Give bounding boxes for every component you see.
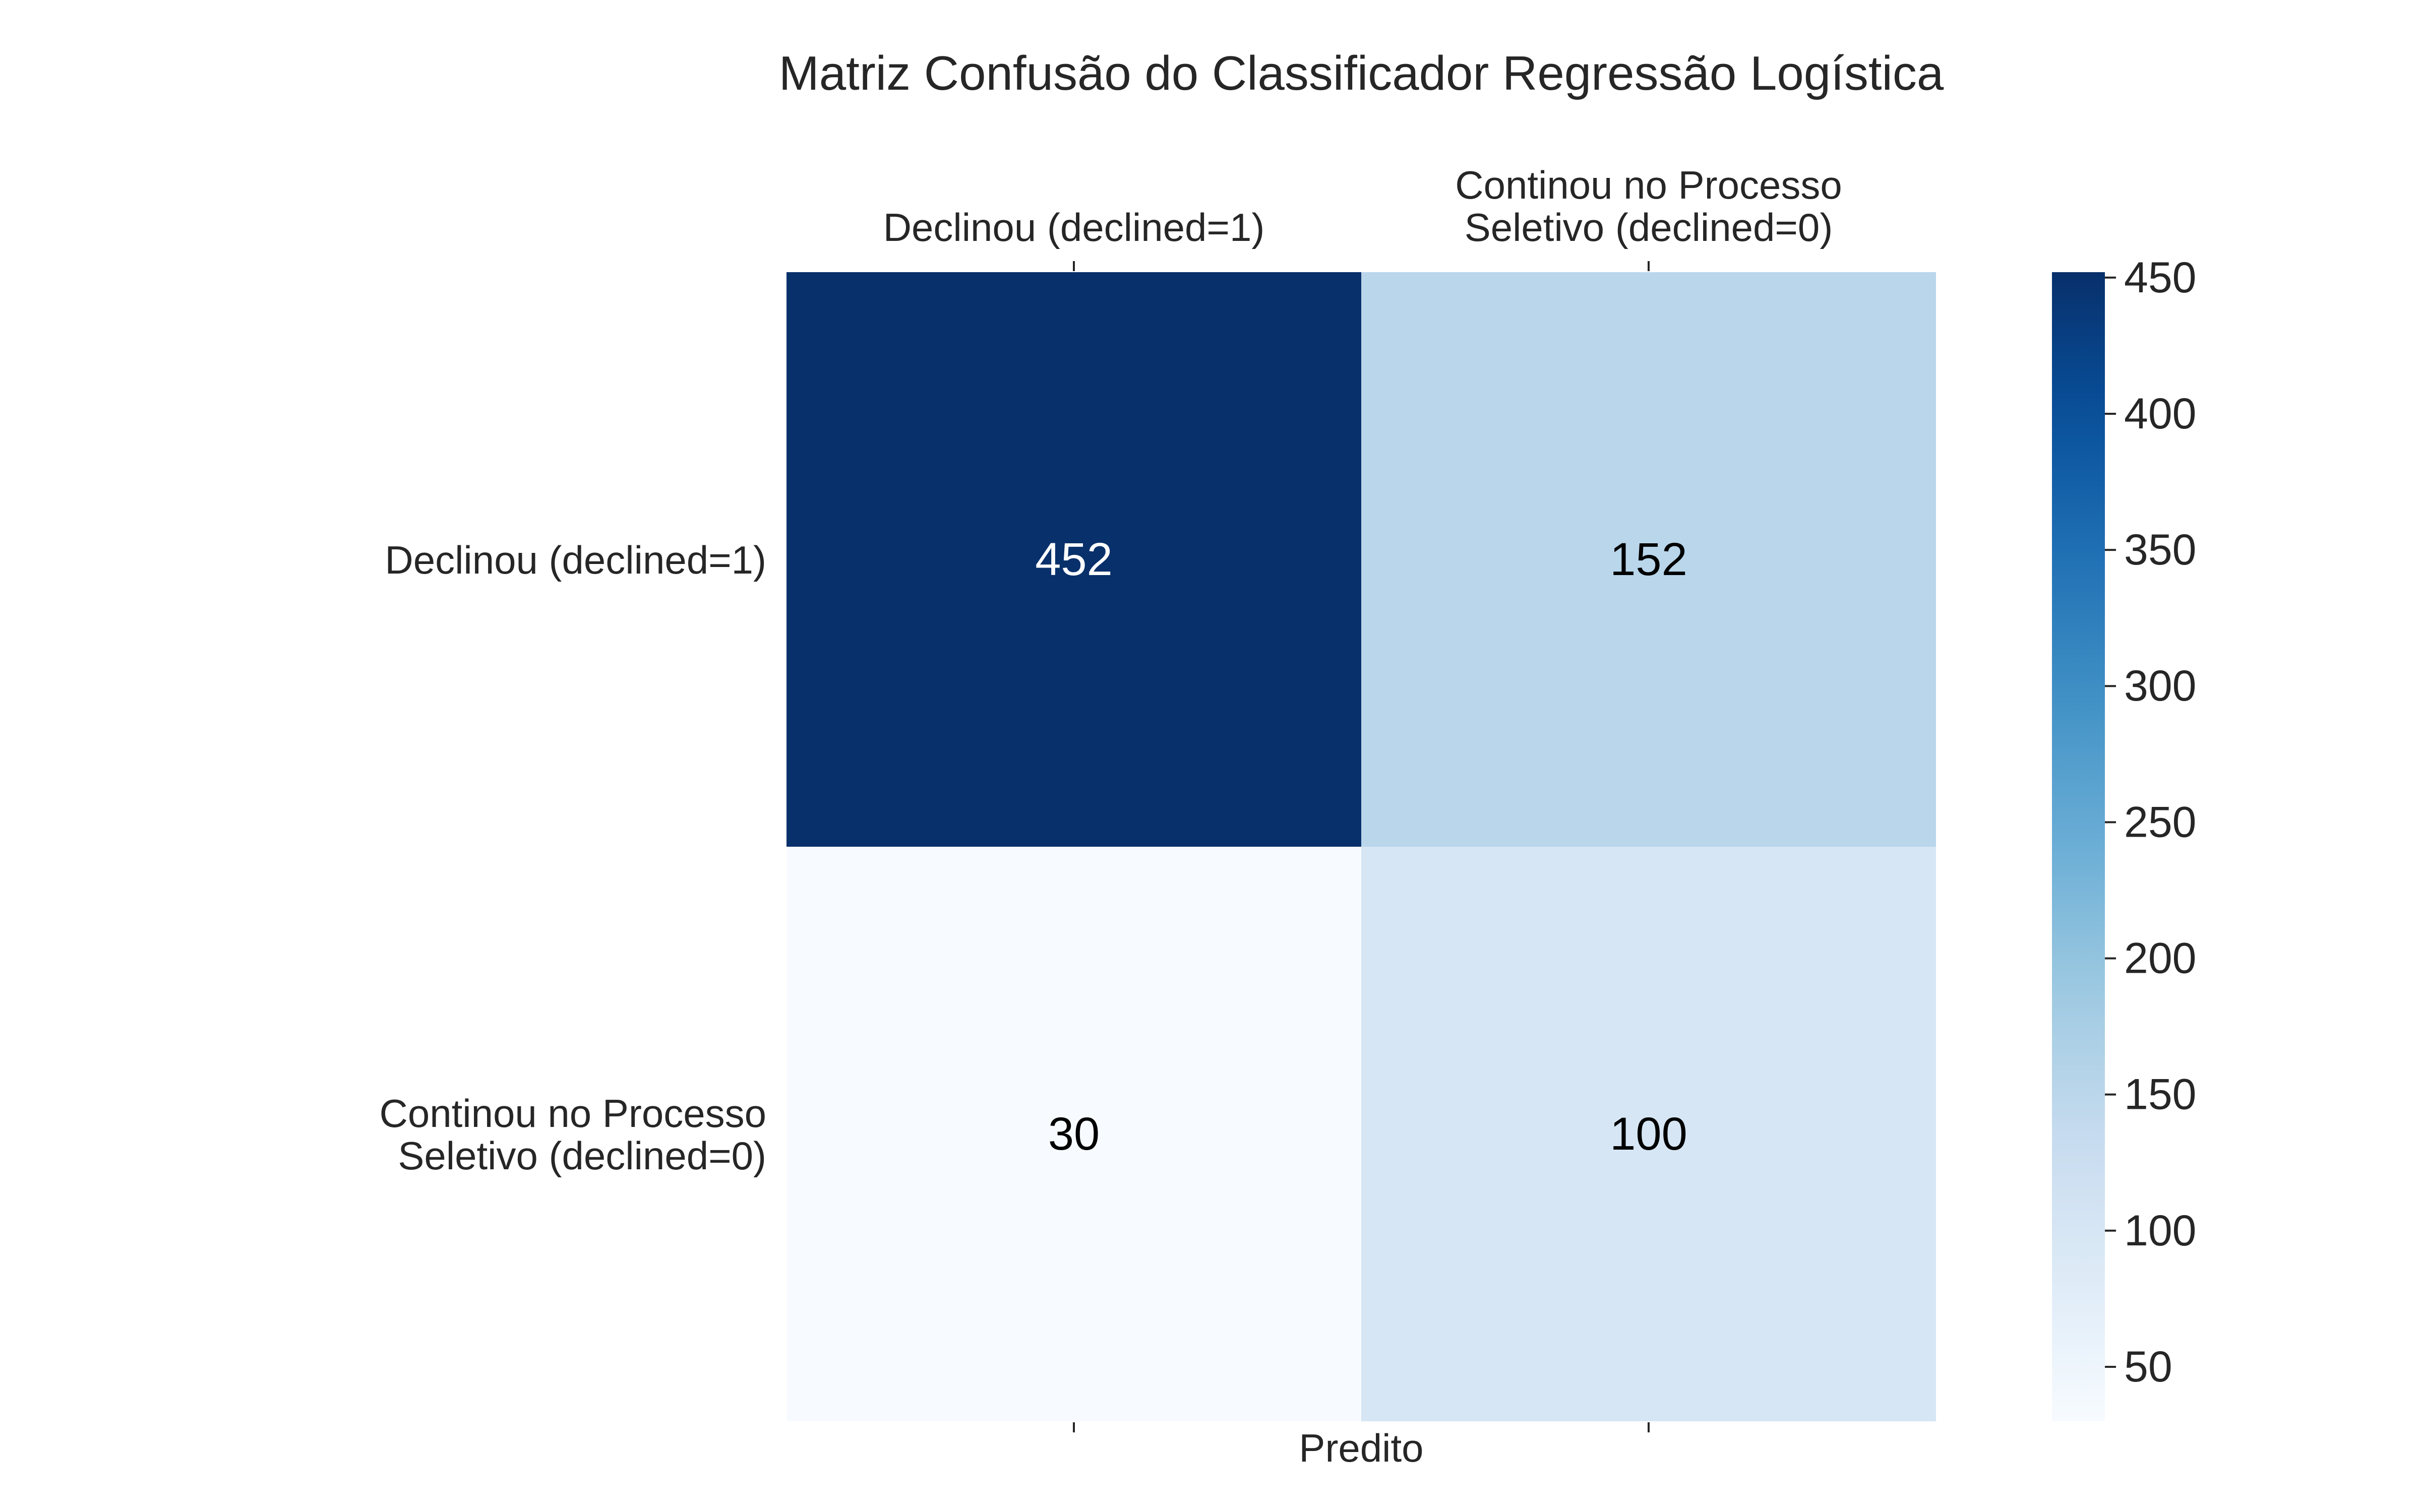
x-axis-ticks: Declinou (declined=1) Continou no Process… <box>883 163 1842 1432</box>
x-axis-label: Predito <box>1299 1426 1423 1470</box>
colorbar-tick-label-2: 150 <box>2124 1070 2197 1119</box>
heatmap-cells <box>786 272 1936 1421</box>
colorbar-tick-label-1: 100 <box>2124 1207 2197 1255</box>
colorbar-tick-label-7: 400 <box>2124 390 2197 438</box>
heatmap-cell-r0-c1 <box>1361 272 1936 847</box>
chart-title: Matriz Confusão do Classificador Regress… <box>779 46 1944 100</box>
colorbar-tick-label-0: 50 <box>2124 1343 2172 1391</box>
cell-value-labels: 452 152 30 100 <box>1035 534 1687 1160</box>
cell-value-label-r0-c1: 152 <box>1610 534 1687 585</box>
colorbar-tick-label-8: 450 <box>2124 254 2197 302</box>
cell-value-label-r1-c0: 30 <box>1048 1108 1100 1160</box>
y-tick-label-0: Declinou (declined=1) <box>385 538 766 582</box>
colorbar: 50 100 150 200 250 300 350 400 450 <box>2052 254 2197 1421</box>
cell-value-label-r1-c1: 100 <box>1610 1108 1687 1160</box>
heatmap-cell-r1-c1 <box>1361 847 1936 1421</box>
colorbar-tick-label-3: 200 <box>2124 934 2197 983</box>
colorbar-tick-label-4: 250 <box>2124 798 2197 846</box>
heatmap-cell-r0-c0 <box>786 272 1361 847</box>
x-tick-label-1: Continou no Processo Seletivo (declined=0… <box>1455 163 1842 249</box>
cell-value-label-r0-c0: 452 <box>1035 534 1113 585</box>
colorbar-gradient <box>2052 272 2105 1421</box>
heatmap-cell-r1-c0 <box>786 847 1361 1421</box>
colorbar-tick-label-5: 300 <box>2124 662 2197 710</box>
colorbar-tick-label-6: 350 <box>2124 526 2197 574</box>
y-tick-label-1: Continou no Processo Seletivo (declined=0… <box>380 1091 766 1178</box>
y-axis-ticks: Declinou (declined=1) Continou no Process… <box>380 538 766 1178</box>
x-tick-label-0: Declinou (declined=1) <box>883 205 1265 249</box>
